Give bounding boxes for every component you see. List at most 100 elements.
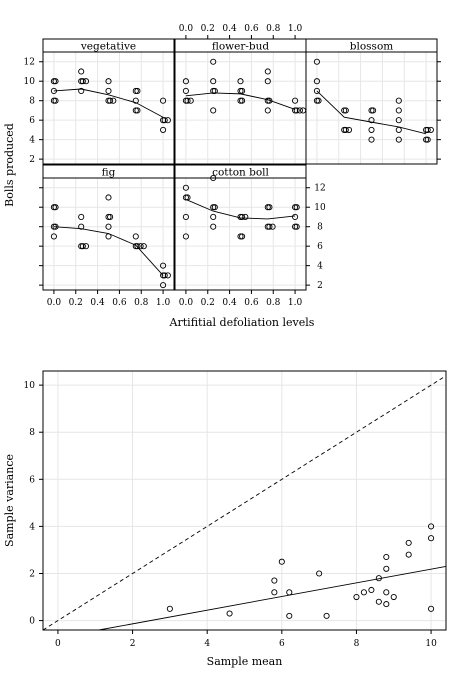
data-point: [341, 107, 348, 114]
x-axis-title: Sample mean: [207, 655, 283, 668]
data-point: [164, 117, 171, 124]
data-point: [50, 97, 57, 104]
data-point: [313, 97, 320, 104]
panel-flower-bud: flower-bud: [174, 38, 307, 165]
data-point: [292, 97, 299, 104]
data-point: [353, 593, 360, 601]
data-point: [107, 213, 114, 221]
data-point: [293, 204, 300, 211]
data-point: [292, 213, 299, 221]
y-tick-label: 8: [29, 97, 35, 107]
data-point: [160, 126, 167, 133]
panel-blossom: blossom: [305, 38, 438, 165]
panel-vegetative: vegetative: [42, 38, 175, 165]
data-point: [239, 97, 246, 104]
y-axis-title: Sample variance: [3, 454, 16, 547]
data-point: [105, 194, 112, 201]
fit-line: [98, 565, 446, 630]
trellis-chart: vegetative flower-bud blossom fig cotton bol…: [3, 24, 441, 329]
data-point: [182, 78, 189, 85]
strip-label: fig: [102, 167, 116, 179]
data-point: [300, 107, 307, 114]
x-tick-label: 0.6: [244, 24, 259, 34]
y-tick-label: 4: [317, 262, 323, 272]
panel-fig: fig: [42, 164, 175, 291]
y-tick-label: 10: [24, 77, 36, 87]
data-point: [134, 107, 141, 114]
x-tick-label: 0.4: [222, 298, 237, 308]
data-point: [286, 612, 293, 619]
panel-cotton-boll: cotton boll: [174, 164, 307, 291]
data-point: [50, 233, 57, 240]
data-point: [50, 223, 57, 230]
data-point: [50, 204, 57, 211]
data-point: [52, 223, 59, 230]
data-point: [368, 136, 375, 143]
y-tick-label: 6: [29, 475, 35, 485]
plot-area: [43, 375, 446, 630]
data-point: [375, 575, 382, 582]
y-tick-label: 4: [29, 522, 35, 532]
data-point: [395, 117, 402, 124]
x-tick-label: 0.6: [244, 298, 259, 308]
data-point: [52, 78, 59, 85]
data-point: [342, 126, 349, 133]
data-point: [211, 204, 218, 211]
data-point: [375, 598, 382, 605]
panel-frame: [174, 177, 307, 291]
x-tick-label: 0.2: [69, 298, 83, 308]
data-point: [134, 243, 141, 250]
data-point: [395, 126, 402, 133]
data-point: [278, 558, 285, 565]
x-tick-label: 1.0: [288, 24, 303, 34]
data-point: [383, 589, 390, 596]
x-tick-label: 0.0: [179, 24, 194, 34]
strip-label: cotton boll: [212, 167, 269, 179]
panel-frame: [42, 177, 175, 291]
data-point: [140, 243, 147, 250]
y-tick-label: 8: [317, 223, 323, 233]
data-point: [383, 601, 390, 608]
panel-frame: [305, 51, 438, 165]
y-tick-label: 0: [29, 617, 35, 627]
x-tick-label: 0.6: [112, 298, 127, 308]
data-point: [182, 233, 189, 240]
data-point: [293, 223, 300, 230]
data-point: [78, 87, 85, 95]
x-tick-label: 8: [354, 639, 360, 649]
data-point: [292, 223, 299, 230]
data-point: [424, 126, 431, 133]
data-point: [210, 213, 217, 221]
data-point: [239, 213, 246, 221]
x-tick-label: 6: [279, 639, 285, 649]
x-tick-label: 1.0: [156, 298, 171, 308]
data-point: [226, 610, 233, 617]
data-point: [110, 97, 117, 104]
data-point: [182, 213, 189, 221]
data-point: [370, 107, 377, 114]
data-point: [313, 58, 320, 65]
x-tick-label: 0.4: [90, 298, 105, 308]
smooth-line: [53, 88, 164, 118]
strip-label: vegetative: [80, 41, 136, 53]
data-point: [368, 117, 375, 124]
data-point: [264, 78, 271, 85]
data-point: [160, 282, 167, 289]
data-point: [405, 539, 412, 546]
data-point: [184, 97, 191, 104]
y-tick-label: 2: [29, 569, 35, 579]
y-tick-label: 2: [29, 155, 35, 165]
strip-label: flower-bud: [212, 41, 270, 53]
data-point: [424, 136, 431, 143]
data-point: [264, 68, 271, 75]
data-point: [237, 87, 244, 95]
data-point: [160, 262, 167, 269]
data-point: [427, 126, 434, 133]
x-tick-label: 0.8: [266, 298, 281, 308]
data-point: [360, 589, 367, 596]
data-point: [383, 565, 390, 572]
y-tick-label: 12: [314, 184, 325, 194]
data-point: [161, 272, 168, 279]
data-point: [428, 535, 435, 542]
data-point: [105, 233, 112, 240]
